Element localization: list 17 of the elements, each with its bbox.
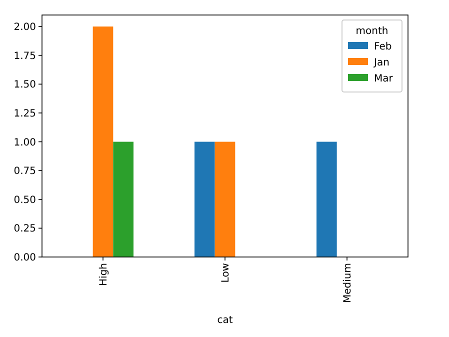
- x-tick-label: Low: [220, 263, 232, 283]
- y-tick-label: 0.75: [14, 166, 36, 178]
- y-tick-label: 1.25: [14, 108, 36, 120]
- y-tick-label: 1.75: [14, 50, 36, 62]
- x-tick-label: High: [98, 263, 110, 286]
- y-tick-label: 0.50: [14, 194, 36, 206]
- y-tick-label: 1.50: [14, 80, 36, 91]
- y-tick-label: 2.00: [14, 22, 36, 34]
- x-axis-title: cat: [217, 315, 233, 326]
- y-tick-label: 0.25: [14, 224, 36, 235]
- legend-label: Jan: [373, 58, 390, 68]
- legend-label: Feb: [374, 42, 392, 52]
- legend-title: month: [356, 26, 388, 37]
- y-tick-label: 0.00: [14, 252, 36, 264]
- legend-label: Mar: [374, 74, 394, 84]
- y-tick-label: 1.00: [14, 137, 36, 148]
- x-tick-label: Medium: [342, 263, 354, 303]
